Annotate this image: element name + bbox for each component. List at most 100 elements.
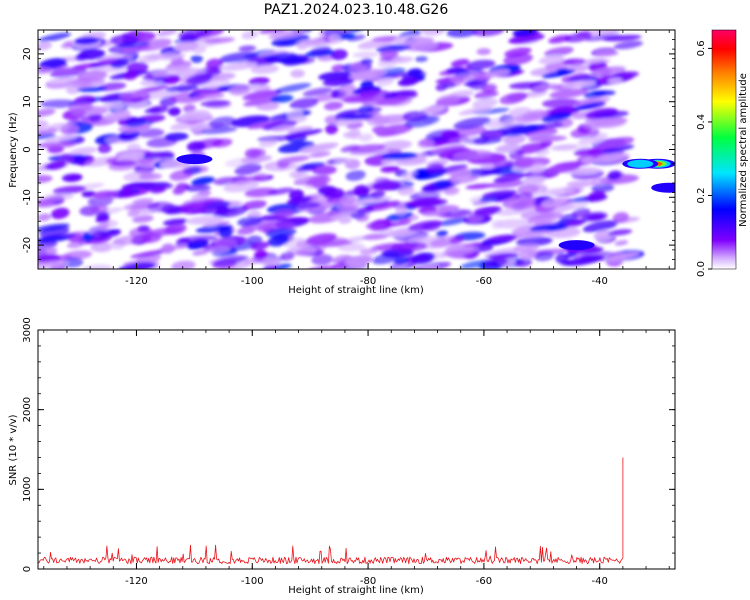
- heatmap-cell: [358, 133, 373, 142]
- heatmap-hotspot: [176, 154, 213, 165]
- heatmap-cell: [385, 212, 414, 222]
- heatmap-cell: [161, 243, 175, 254]
- heatmap-cell: [590, 177, 608, 186]
- snr-ytick-label: 1000: [22, 477, 33, 502]
- heatmap-cell: [309, 151, 331, 158]
- heatmap-cell: [534, 251, 555, 262]
- spectrogram-xtick-label: -100: [241, 276, 264, 287]
- heatmap-cell: [77, 70, 108, 82]
- heatmap-cell: [277, 155, 310, 164]
- heatmap-cell: [290, 69, 305, 78]
- heatmap-cell: [68, 147, 97, 156]
- heatmap-cell: [91, 191, 120, 197]
- heatmap-cell: [287, 109, 304, 121]
- heatmap-cell: [528, 135, 567, 143]
- heatmap-cell: [200, 99, 231, 108]
- heatmap-cell: [308, 211, 345, 224]
- heatmap-cell: [268, 30, 307, 40]
- heatmap-cell: [369, 190, 386, 199]
- heatmap-cell: [359, 248, 378, 255]
- heatmap-cell: [274, 209, 296, 219]
- heatmap-cell: [572, 102, 606, 111]
- heatmap-cell: [138, 53, 164, 64]
- heatmap-cell: [284, 129, 323, 138]
- heatmap-cell: [372, 125, 389, 134]
- spectrogram-ytick-label: -20: [22, 237, 33, 253]
- heatmap-cell: [178, 200, 216, 209]
- heatmap-cell: [118, 89, 148, 100]
- colorbar-gradient: [711, 29, 737, 270]
- heatmap-cell: [435, 230, 448, 238]
- heatmap-cell: [38, 247, 58, 257]
- heatmap-cell: [309, 45, 332, 56]
- heatmap-cell: [359, 90, 379, 99]
- heatmap-cell: [593, 230, 613, 241]
- heatmap-cell: [582, 220, 619, 233]
- heatmap-cell: [130, 249, 168, 259]
- heatmap-cell: [483, 258, 508, 268]
- heatmap-cell: [435, 94, 461, 106]
- heatmap-cell: [357, 105, 374, 114]
- heatmap-cell: [280, 251, 295, 261]
- heatmap-cell: [191, 176, 215, 186]
- heatmap-cell: [136, 128, 165, 138]
- heatmap-cell: [403, 37, 435, 46]
- heatmap-cell: [487, 253, 520, 260]
- heatmap-cell: [371, 252, 401, 265]
- heatmap-cell: [590, 65, 626, 76]
- heatmap-cell: [380, 165, 400, 173]
- snr-frame: [37, 329, 676, 570]
- heatmap-cell: [349, 69, 386, 81]
- heatmap-cell: [275, 83, 312, 93]
- heatmap-cell: [352, 196, 393, 205]
- heatmap-cell: [541, 98, 581, 108]
- heatmap-cell: [118, 41, 150, 48]
- heatmap-cell: [592, 151, 631, 164]
- snr-ytick-label: 0: [22, 566, 33, 572]
- heatmap-cell: [350, 212, 366, 219]
- heatmap-cell: [357, 38, 395, 50]
- heatmap-cell: [596, 144, 635, 156]
- heatmap-cell: [338, 83, 356, 94]
- heatmap-cell: [589, 118, 627, 129]
- heatmap-cell: [576, 96, 611, 108]
- spectrogram-xtick-label: -80: [360, 276, 376, 287]
- heatmap-cell: [564, 255, 604, 266]
- heatmap-cell: [126, 143, 142, 154]
- heatmap-cell: [219, 62, 258, 71]
- heatmap-cell: [433, 179, 452, 189]
- heatmap-cell: [460, 259, 494, 269]
- heatmap-cell: [88, 114, 102, 123]
- heatmap-cell: [192, 249, 209, 256]
- heatmap-cell: [441, 245, 479, 257]
- heatmap-cell: [588, 190, 606, 201]
- heatmap-cell: [152, 65, 191, 78]
- heatmap-cell: [369, 223, 387, 232]
- heatmap-cell: [348, 144, 386, 153]
- heatmap-cell: [334, 157, 353, 164]
- heatmap-cell: [271, 125, 295, 132]
- heatmap-cell: [494, 218, 533, 229]
- heatmap-cell: [402, 111, 429, 122]
- heatmap-cell: [345, 255, 374, 267]
- heatmap-cell: [523, 90, 548, 98]
- heatmap-cell: [294, 171, 310, 184]
- heatmap-cell: [78, 48, 106, 60]
- heatmap-cell: [38, 141, 76, 149]
- snr-panel: -120 -100 -80 -60 -40 0 1000 2000 3000 Height of…: [8, 317, 676, 596]
- heatmap-cell: [452, 149, 493, 160]
- heatmap-cell: [593, 110, 629, 119]
- heatmap-cell: [397, 77, 420, 87]
- heatmap-cell: [262, 120, 298, 131]
- heatmap-cell: [549, 88, 589, 99]
- heatmap-cell: [99, 229, 122, 238]
- heatmap-cell: [250, 241, 270, 251]
- heatmap-hotspot: [558, 240, 595, 251]
- heatmap-cell: [137, 38, 172, 52]
- heatmap-cell: [421, 222, 441, 232]
- heatmap-cell: [312, 165, 337, 175]
- heatmap-cell: [502, 124, 538, 137]
- heatmap-cell: [496, 206, 536, 216]
- heatmap-cell: [607, 170, 622, 181]
